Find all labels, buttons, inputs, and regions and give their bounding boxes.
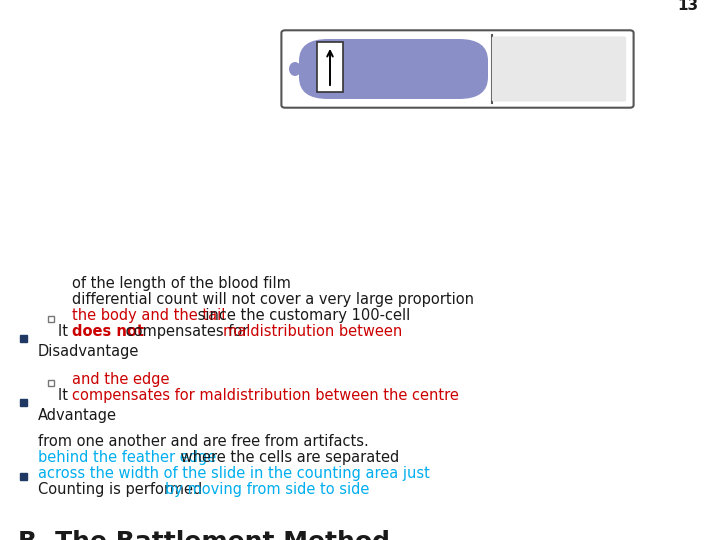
- FancyBboxPatch shape: [299, 39, 488, 99]
- FancyBboxPatch shape: [282, 30, 634, 107]
- FancyBboxPatch shape: [492, 36, 626, 102]
- Text: B. The Battlement Method: B. The Battlement Method: [18, 530, 390, 540]
- Text: Advantage: Advantage: [38, 408, 117, 423]
- Text: Counting is performed: Counting is performed: [38, 482, 207, 497]
- Text: of the length of the blood film: of the length of the blood film: [72, 276, 291, 291]
- Text: since the customary 100-cell: since the customary 100-cell: [193, 308, 410, 323]
- Text: behind the feather edge: behind the feather edge: [38, 450, 216, 465]
- FancyBboxPatch shape: [20, 335, 27, 342]
- Text: by moving from side to side: by moving from side to side: [165, 482, 369, 497]
- Bar: [317, 42, 343, 92]
- Text: maldistribution between: maldistribution between: [223, 324, 402, 339]
- Text: It: It: [58, 388, 73, 403]
- Text: compensates for maldistribution between the centre: compensates for maldistribution between …: [72, 388, 459, 403]
- Text: compensates for: compensates for: [121, 324, 253, 339]
- FancyBboxPatch shape: [20, 399, 27, 406]
- Text: does not: does not: [72, 324, 144, 339]
- Text: 13: 13: [677, 0, 698, 13]
- Text: It: It: [58, 324, 73, 339]
- Ellipse shape: [289, 62, 301, 76]
- Text: from one another and are free from artifacts.: from one another and are free from artif…: [38, 434, 369, 449]
- Text: the body and the tail: the body and the tail: [72, 308, 225, 323]
- Text: Disadvantage: Disadvantage: [38, 344, 140, 359]
- Text: across the width of the slide in the counting area just: across the width of the slide in the cou…: [38, 466, 430, 481]
- FancyBboxPatch shape: [20, 473, 27, 480]
- Text: and the edge: and the edge: [72, 372, 169, 387]
- Text: differential count will not cover a very large proportion: differential count will not cover a very…: [72, 292, 474, 307]
- Text: where the cells are separated: where the cells are separated: [176, 450, 400, 465]
